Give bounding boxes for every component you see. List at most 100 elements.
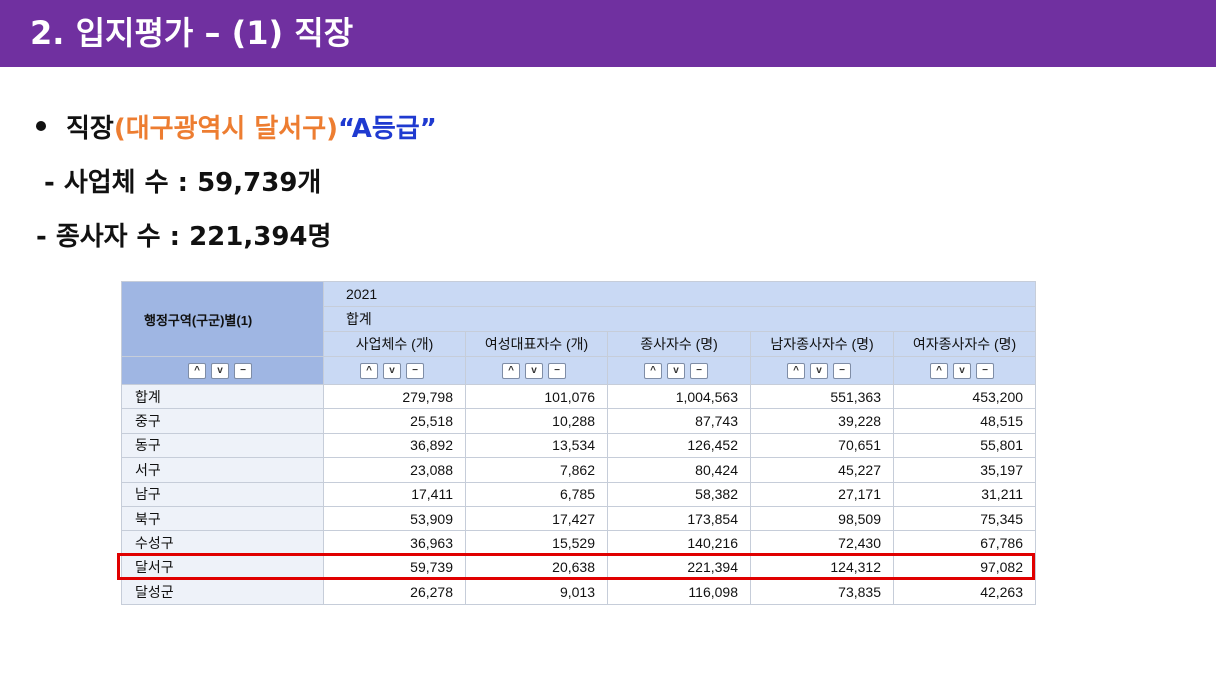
- total-header: 합계: [322, 306, 1037, 332]
- business-count-line: - 사업체 수 : 59,739개: [44, 168, 322, 198]
- table-cell: 31,211: [892, 481, 1037, 507]
- sort-up-icon[interactable]: ^: [360, 363, 378, 380]
- employee-count-line: - 종사자 수 : 221,394명: [36, 222, 332, 252]
- table-cell: 75,345: [892, 505, 1037, 532]
- table-cell: 279,798: [323, 383, 466, 410]
- sort-down-icon[interactable]: v: [953, 363, 971, 380]
- row-header-label: 행정구역(구군)별(1): [121, 281, 324, 357]
- table-cell: 36,892: [323, 432, 466, 459]
- collapse-icon[interactable]: −: [548, 363, 566, 380]
- row-label: 동구: [121, 432, 324, 459]
- slide-title: 2. 입지평가 – (1) 직장: [0, 0, 1216, 67]
- table-cell: 7,862: [465, 457, 608, 483]
- collapse-icon[interactable]: −: [406, 363, 424, 380]
- table-cell: 67,786: [892, 530, 1037, 556]
- collapse-icon[interactable]: −: [976, 363, 994, 380]
- row-label: 달성군: [121, 579, 324, 605]
- row-label: 중구: [121, 408, 324, 434]
- table-row: 달서구 59,739 20,638 221,394 124,312 97,082: [121, 554, 1037, 581]
- table-cell: 17,411: [323, 481, 466, 507]
- row-label: 남구: [121, 481, 324, 507]
- bullet-region: (대구광역시 달서구): [113, 113, 339, 144]
- column-header[interactable]: 여자종사자수 (명): [892, 331, 1037, 357]
- table-cell: 124,312: [750, 554, 894, 581]
- sort-down-icon[interactable]: v: [525, 363, 543, 380]
- table-row: 중구 25,518 10,288 87,743 39,228 48,515: [121, 408, 1037, 434]
- column-controls: ^ v −: [750, 356, 894, 385]
- bullet-grade: “A등급”: [338, 113, 437, 144]
- sort-up-icon[interactable]: ^: [930, 363, 948, 380]
- table-cell: 1,004,563: [607, 383, 751, 410]
- sort-down-icon[interactable]: v: [383, 363, 401, 380]
- year-header: 2021: [322, 281, 1037, 307]
- bullet-prefix: 직장: [66, 113, 114, 144]
- statistics-table-container: 행정구역(구군)별(1) 2021 합계 사업체수 (개) 여성대표자수 (개) 종…: [121, 281, 1037, 605]
- table-cell: 27,171: [750, 481, 894, 507]
- table-cell: 55,801: [892, 432, 1037, 459]
- table-cell: 140,216: [607, 530, 751, 556]
- row-label: 수성구: [121, 530, 324, 556]
- column-header[interactable]: 여성대표자수 (개): [465, 331, 608, 357]
- bullet-line-grade: 직장 (대구광역시 달서구) “A등급”: [36, 104, 437, 148]
- table-cell: 36,963: [323, 530, 466, 556]
- bullet-section: 직장 (대구광역시 달서구) “A등급” - 사업체 수 : 59,739개 -…: [36, 104, 437, 252]
- row-header-controls: ^ v −: [121, 356, 324, 385]
- table-cell: 101,076: [465, 383, 608, 410]
- sort-up-icon[interactable]: ^: [502, 363, 520, 380]
- table-cell: 116,098: [607, 579, 751, 605]
- row-label: 북구: [121, 505, 324, 532]
- column-header[interactable]: 사업체수 (개): [323, 331, 466, 357]
- table-cell: 35,197: [892, 457, 1037, 483]
- table-cell: 551,363: [750, 383, 894, 410]
- row-label: 서구: [121, 457, 324, 483]
- row-label: 달서구: [121, 554, 324, 581]
- table-cell: 453,200: [892, 383, 1037, 410]
- table-row: 동구 36,892 13,534 126,452 70,651 55,801: [121, 432, 1037, 459]
- table-cell: 173,854: [607, 505, 751, 532]
- table-cell: 72,430: [750, 530, 894, 556]
- table-cell: 15,529: [465, 530, 608, 556]
- table-cell: 10,288: [465, 408, 608, 434]
- sort-down-icon[interactable]: v: [810, 363, 828, 380]
- table-row: 남구 17,411 6,785 58,382 27,171 31,211: [121, 481, 1037, 507]
- table-cell: 97,082: [892, 554, 1037, 581]
- sort-up-icon[interactable]: ^: [787, 363, 805, 380]
- table-cell: 17,427: [465, 505, 608, 532]
- table-cell: 221,394: [607, 554, 751, 581]
- table-cell: 6,785: [465, 481, 608, 507]
- table-cell: 45,227: [750, 457, 894, 483]
- table-cell: 70,651: [750, 432, 894, 459]
- column-header[interactable]: 남자종사자수 (명): [750, 331, 894, 357]
- table-cell: 42,263: [892, 579, 1037, 605]
- table-cell: 73,835: [750, 579, 894, 605]
- table-cell: 26,278: [323, 579, 466, 605]
- column-header[interactable]: 종사자수 (명): [607, 331, 751, 357]
- table-cell: 58,382: [607, 481, 751, 507]
- column-controls: ^ v −: [892, 356, 1037, 385]
- table-cell: 25,518: [323, 408, 466, 434]
- table-cell: 20,638: [465, 554, 608, 581]
- table-cell: 59,739: [323, 554, 466, 581]
- sort-up-icon[interactable]: ^: [188, 363, 206, 380]
- column-controls: ^ v −: [465, 356, 608, 385]
- bullet-dot-icon: [36, 121, 46, 131]
- table-cell: 39,228: [750, 408, 894, 434]
- table-row: 서구 23,088 7,862 80,424 45,227 35,197: [121, 457, 1037, 483]
- sort-up-icon[interactable]: ^: [644, 363, 662, 380]
- sort-down-icon[interactable]: v: [211, 363, 229, 380]
- collapse-icon[interactable]: −: [833, 363, 851, 380]
- table-cell: 23,088: [323, 457, 466, 483]
- table-cell: 48,515: [892, 408, 1037, 434]
- table-cell: 126,452: [607, 432, 751, 459]
- sort-down-icon[interactable]: v: [667, 363, 685, 380]
- table-cell: 9,013: [465, 579, 608, 605]
- table-row: 달성군 26,278 9,013 116,098 73,835 42,263: [121, 579, 1037, 605]
- table-cell: 80,424: [607, 457, 751, 483]
- collapse-icon[interactable]: −: [234, 363, 252, 380]
- table-row: 북구 53,909 17,427 173,854 98,509 75,345: [121, 505, 1037, 532]
- table-row: 수성구 36,963 15,529 140,216 72,430 67,786: [121, 530, 1037, 556]
- table-cell: 87,743: [607, 408, 751, 434]
- statistics-table: 행정구역(구군)별(1) 2021 합계 사업체수 (개) 여성대표자수 (개) 종…: [121, 281, 1037, 605]
- table-cell: 53,909: [323, 505, 466, 532]
- collapse-icon[interactable]: −: [690, 363, 708, 380]
